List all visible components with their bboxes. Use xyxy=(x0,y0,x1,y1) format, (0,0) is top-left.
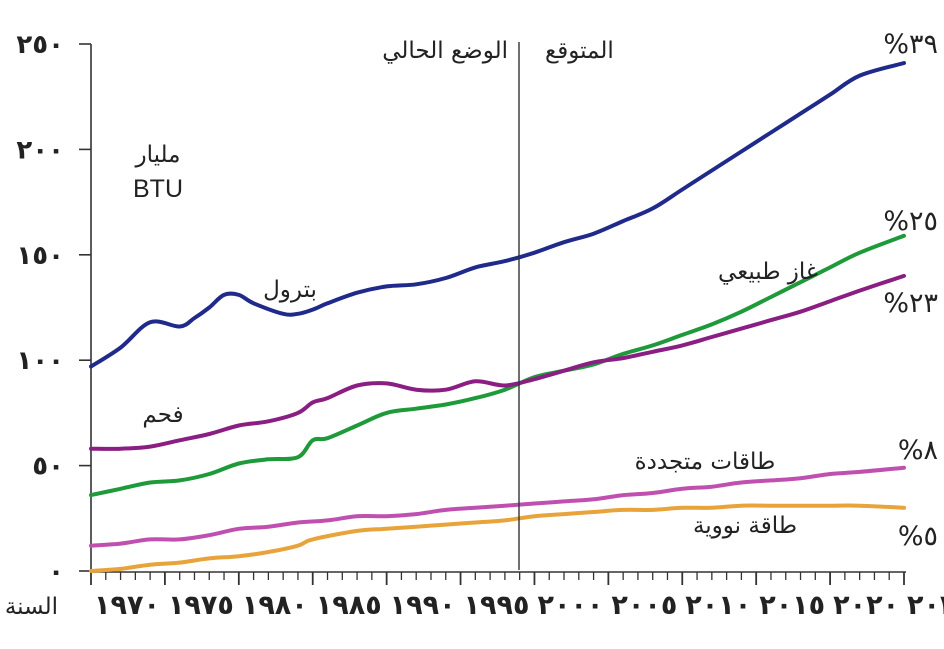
share-label-oil: %٣٩ xyxy=(883,29,938,60)
y-tick-label: ١٠٠ xyxy=(16,346,64,376)
x-axis-label: السنة xyxy=(5,594,58,620)
x-tick-label: ٢٠٠٠ xyxy=(537,590,603,621)
series-label-gas: غاز طبيعي xyxy=(718,259,818,285)
share-label-nuclear: %٥ xyxy=(898,521,938,552)
unit-label-btu: BTU xyxy=(133,175,183,203)
x-tick-label: ٢٠٢٠ xyxy=(833,590,899,621)
x-tick-label: ١٩٨٠ xyxy=(242,590,308,621)
unit-label: مليار xyxy=(135,142,181,168)
share-label-gas: %٢٥ xyxy=(883,206,938,237)
series-layer xyxy=(89,61,906,573)
series-label-oil: بترول xyxy=(263,277,317,303)
history-period-label: الوضع الحالي xyxy=(382,38,508,64)
series-label-nuclear: طاقة نووية xyxy=(693,513,797,539)
projection-period-label: المتوقع xyxy=(545,38,614,64)
x-tick-label: ٢٠٢٥ xyxy=(907,590,944,621)
x-tick-label: ٢٠١٥ xyxy=(759,590,825,621)
x-tick-label: ١٩٨٥ xyxy=(316,590,382,621)
series-line-oil xyxy=(89,61,906,369)
y-tick-label: ٠ xyxy=(48,557,64,587)
series-line-nuclear xyxy=(89,503,906,573)
x-tick-label: ١٩٩٥ xyxy=(464,590,530,621)
x-tick-label: ١٩٧٥ xyxy=(168,590,234,621)
x-tick-label: ٢٠١٠ xyxy=(685,590,751,621)
series-line-renewables xyxy=(89,465,906,548)
x-tick-label: ٢٠٠٥ xyxy=(611,590,677,621)
y-tick-label: ١٥٠ xyxy=(16,241,64,271)
series-line-gas xyxy=(89,233,906,498)
x-tick-label: ١٩٩٠ xyxy=(390,590,456,621)
y-tick-label: ٢٥٠ xyxy=(16,30,64,60)
share-label-renewables: %٨ xyxy=(898,435,938,466)
series-label-renewables: طاقات متجددة xyxy=(635,449,776,475)
series-line-coal xyxy=(89,273,906,451)
series-label-coal: فحم xyxy=(142,402,183,428)
y-tick-label: ٢٠٠ xyxy=(16,135,64,165)
y-tick-label: ٥٠ xyxy=(32,452,64,482)
x-tick-label: ١٩٧٠ xyxy=(94,590,160,621)
share-label-coal: %٢٣ xyxy=(883,288,938,319)
